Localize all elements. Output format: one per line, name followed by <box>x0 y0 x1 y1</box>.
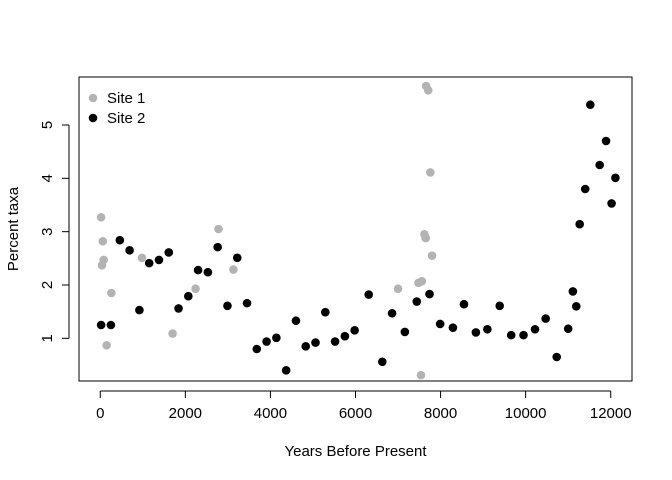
data-point <box>291 316 301 326</box>
data-point <box>350 326 359 335</box>
data-point <box>568 287 578 296</box>
data-point <box>102 340 111 350</box>
data-point <box>412 297 422 306</box>
data-point <box>448 323 458 332</box>
data-point <box>427 251 437 260</box>
x-tick-label: 12000 <box>590 405 632 422</box>
data-point <box>364 290 373 299</box>
data-point <box>541 314 550 323</box>
data-point <box>377 357 387 367</box>
data-point <box>97 260 107 270</box>
data-point <box>506 330 516 340</box>
data-point <box>417 276 427 286</box>
y-axis: 1 2 3 4 5 <box>39 121 70 343</box>
data-point <box>586 100 595 110</box>
data-point <box>115 235 125 245</box>
data-point <box>193 265 203 275</box>
data-point <box>262 337 271 346</box>
data-point <box>435 319 445 329</box>
data-point <box>106 320 116 330</box>
data-point <box>423 86 433 95</box>
legend: Site 1 Site 2 <box>88 90 145 127</box>
x-tick-label: 0 <box>96 405 104 422</box>
data-point <box>281 366 291 375</box>
data-point <box>330 337 340 346</box>
data-point <box>242 298 252 308</box>
data-point <box>611 173 620 183</box>
data-point <box>483 324 492 334</box>
data-point <box>191 284 200 294</box>
data-point <box>320 307 330 317</box>
data-point <box>563 324 573 334</box>
x-axis-label: Years Before Present <box>284 443 427 460</box>
data-point <box>203 267 213 277</box>
legend-marker <box>88 93 98 103</box>
y-tick-label: 4 <box>39 174 56 182</box>
data-point <box>425 289 434 299</box>
data-point <box>400 327 410 337</box>
data-point <box>144 258 154 268</box>
y-tick-label: 5 <box>39 121 56 129</box>
data-point <box>107 288 116 298</box>
data-point <box>135 305 144 315</box>
data-point <box>471 328 481 337</box>
data-point <box>174 304 183 313</box>
data-point <box>580 184 590 194</box>
y-tick-label: 1 <box>39 334 56 342</box>
data-point <box>495 301 505 311</box>
data-point <box>575 219 584 229</box>
legend-label: Site 1 <box>107 90 145 107</box>
y-axis-label: Percent taxa <box>5 186 22 271</box>
x-tick-label: 10000 <box>505 405 547 422</box>
data-point <box>232 253 242 263</box>
data-point <box>252 344 262 354</box>
data-point <box>214 224 223 234</box>
data-point <box>426 168 435 177</box>
data-point <box>229 265 238 274</box>
data-point <box>607 199 616 208</box>
data-point <box>387 308 397 318</box>
x-axis: 0 2000 4000 6000 8000 10000 12000 <box>96 390 632 422</box>
data-point <box>137 253 147 263</box>
data-point <box>168 329 177 338</box>
data-point <box>98 236 108 246</box>
data-point <box>96 320 106 330</box>
data-point <box>421 233 430 243</box>
data-point <box>459 299 469 309</box>
data-point <box>552 352 562 362</box>
data-point <box>571 302 581 311</box>
data-point <box>223 301 232 311</box>
x-tick-label: 6000 <box>339 405 372 422</box>
data-point <box>272 333 281 343</box>
data-point <box>125 246 134 255</box>
x-tick-label: 8000 <box>424 405 457 422</box>
data-point <box>393 284 403 294</box>
legend-marker <box>88 113 98 123</box>
data-point <box>301 342 311 351</box>
data-point <box>213 242 222 252</box>
legend-label: Site 2 <box>107 110 145 127</box>
x-tick-label: 4000 <box>254 405 287 422</box>
data-point <box>184 291 193 301</box>
series-1 <box>96 81 437 380</box>
data-point <box>164 248 174 257</box>
data-point <box>416 370 426 380</box>
plot-frame <box>78 76 633 382</box>
data-point <box>519 330 528 340</box>
data-point <box>340 331 350 341</box>
x-tick-label: 2000 <box>169 405 202 422</box>
data-point <box>311 338 320 347</box>
data-point <box>530 324 540 334</box>
series-2 <box>96 100 620 375</box>
data-points <box>96 81 620 380</box>
data-point <box>96 212 106 222</box>
data-point <box>595 160 604 170</box>
data-point <box>154 255 164 265</box>
y-tick-label: 3 <box>39 227 56 235</box>
y-tick-label: 2 <box>39 281 56 289</box>
data-point <box>601 136 611 146</box>
